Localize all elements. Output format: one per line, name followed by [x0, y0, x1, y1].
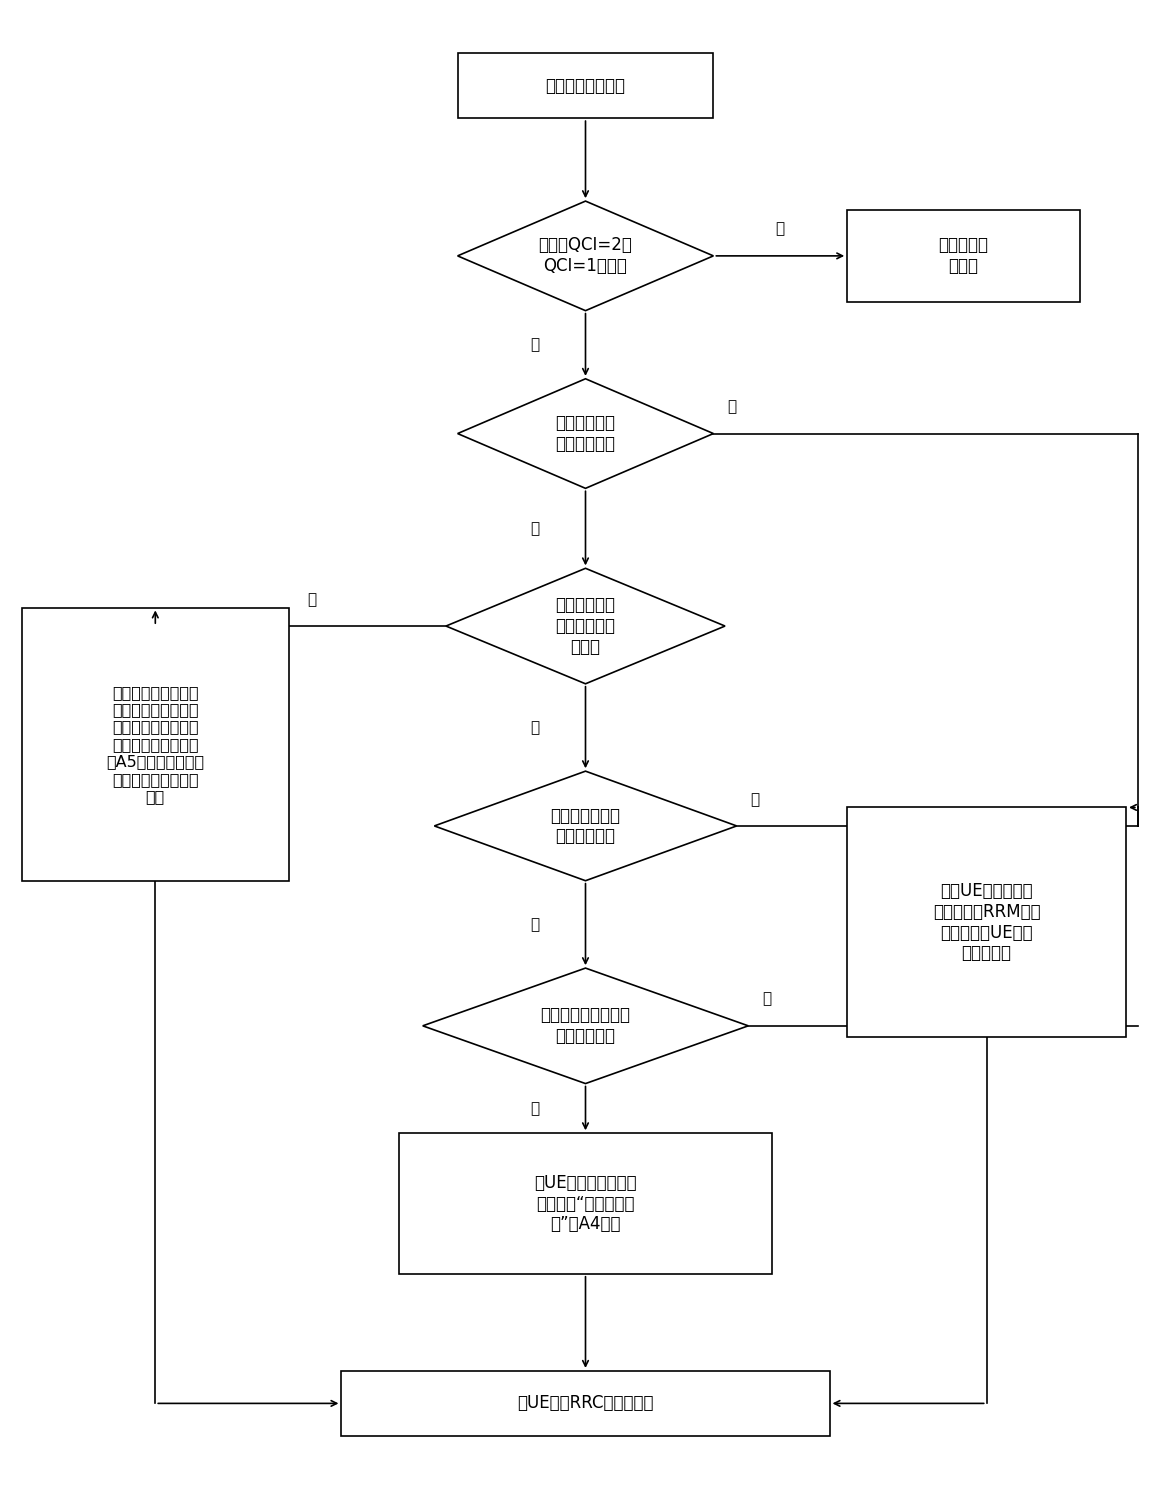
Text: 是: 是	[529, 1100, 539, 1115]
FancyBboxPatch shape	[341, 1371, 830, 1435]
Text: 向UE发送RRC重配置消息: 向UE发送RRC重配置消息	[518, 1394, 653, 1413]
Polygon shape	[458, 201, 713, 311]
Text: 是: 是	[529, 337, 539, 353]
Text: 原有测量配
置流程: 原有测量配 置流程	[938, 237, 988, 275]
Text: 否: 否	[762, 992, 772, 1007]
Text: 终端当前是否
处于指定频点
的小区: 终端当前是否 处于指定频点 的小区	[555, 596, 616, 655]
Text: 是: 是	[529, 917, 539, 932]
Text: 是: 是	[529, 521, 539, 536]
FancyBboxPatch shape	[21, 608, 289, 881]
Text: 是: 是	[308, 591, 317, 608]
Polygon shape	[458, 378, 713, 488]
Text: 业务指定频点
功能是否支持: 业务指定频点 功能是否支持	[555, 414, 616, 453]
FancyBboxPatch shape	[399, 1133, 772, 1273]
Text: 不配置系统内异频的
基于覆盖的移动性测
量而是配置相应异频
的指定频点乒乒抑制
的A5测量，同时需要
配置系统内同频切换
测量: 不配置系统内异频的 基于覆盖的移动性测 量而是配置相应异频 的指定频点乒乒抑制 …	[107, 685, 205, 804]
Text: 邻区关系表是否有指
定频点的邻区: 邻区关系表是否有指 定频点的邻区	[541, 1007, 630, 1045]
Text: 否: 否	[775, 222, 785, 237]
Text: 按照UE能力和异频
表配置以及RRM算法
开关判断给UE配置
相应的测量: 按照UE能力和异频 表配置以及RRM算法 开关判断给UE配置 相应的测量	[933, 881, 1040, 962]
FancyBboxPatch shape	[458, 54, 713, 118]
Text: 否: 否	[727, 399, 737, 414]
Text: 否: 否	[529, 721, 539, 736]
Text: 是否有QCI=2或
QCI=1的承载: 是否有QCI=2或 QCI=1的承载	[539, 237, 632, 275]
Text: 切换或重建立用户: 切换或重建立用户	[546, 76, 625, 95]
Text: 否: 否	[751, 792, 760, 807]
Polygon shape	[423, 968, 748, 1084]
FancyBboxPatch shape	[847, 807, 1127, 1036]
Text: 终端是否支持配
置的指定频点: 终端是否支持配 置的指定频点	[550, 807, 621, 846]
FancyBboxPatch shape	[847, 210, 1080, 302]
Polygon shape	[446, 569, 725, 683]
Polygon shape	[434, 771, 737, 880]
Text: 给UE配置相应的测量
增加配置“业务指定频
点”的A4测量: 给UE配置相应的测量 增加配置“业务指定频 点”的A4测量	[534, 1173, 637, 1233]
